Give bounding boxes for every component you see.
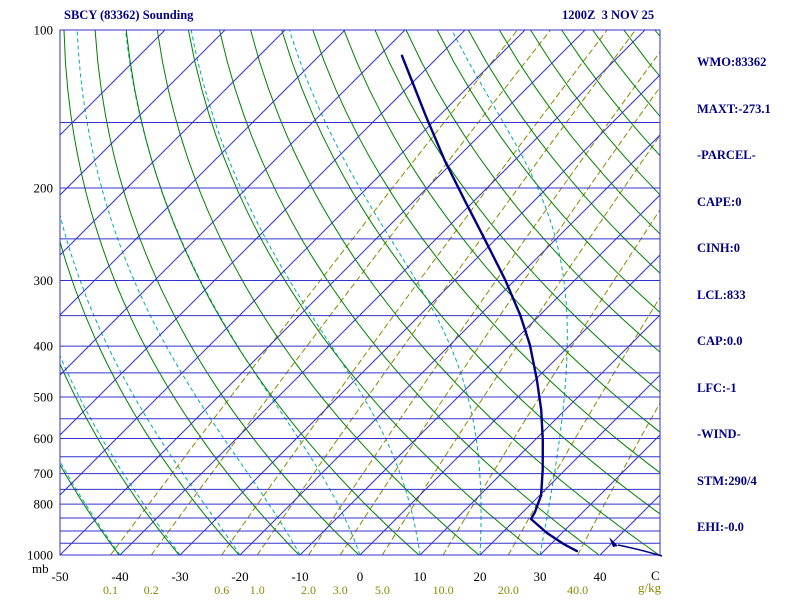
mixing-ratio-label: 40.0 bbox=[567, 583, 588, 597]
pressure-tick-label: 600 bbox=[34, 431, 54, 446]
mixing-ratio-label: 3.0 bbox=[333, 583, 348, 597]
stm-value: STM:290/4 bbox=[697, 473, 757, 488]
temp-tick-label: -40 bbox=[111, 569, 128, 584]
temp-tick-labels: -50 -40 -30 -20 -10 0 10 20 30 40 bbox=[51, 569, 606, 584]
cinh-value: CINH:0 bbox=[697, 241, 741, 255]
mixing-ratio-label: 0.2 bbox=[144, 583, 159, 597]
maxt-value: MAXT:-273.1 bbox=[697, 101, 771, 116]
ehi-value: EHI:-0.0 bbox=[697, 520, 744, 534]
temp-tick-label: -20 bbox=[231, 569, 248, 584]
parcel-section-header: -PARCEL- bbox=[697, 148, 756, 162]
temp-tick-label: 10 bbox=[414, 569, 427, 584]
pressure-tick-label: 200 bbox=[34, 181, 54, 196]
temp-tick-label: 20 bbox=[474, 569, 487, 584]
mixing-ratio-label: 0.1 bbox=[103, 583, 118, 597]
mixing-ratio-label: 2.0 bbox=[301, 583, 316, 597]
wind-barb bbox=[609, 537, 663, 557]
temp-unit-label: C bbox=[651, 568, 660, 583]
pressure-tick-label: 400 bbox=[34, 339, 54, 354]
temp-tick-label: -30 bbox=[171, 569, 188, 584]
isotherm-lines bbox=[60, 30, 660, 555]
lcl-value: LCL:833 bbox=[697, 287, 746, 302]
mixing-ratio-labels: 0.1 0.2 0.6 1.0 2.0 3.0 5.0 10.0 20.0 40.0 bbox=[103, 583, 588, 597]
datetime-label: 1200Z 3 NOV 25 bbox=[562, 8, 655, 22]
dry-adiabat-lines bbox=[60, 30, 660, 555]
temp-tick-label: -50 bbox=[51, 569, 68, 584]
field-lines bbox=[60, 30, 660, 555]
mixing-ratio-label: 0.6 bbox=[214, 583, 229, 597]
pressure-tick-label: 300 bbox=[34, 273, 54, 288]
pressure-tick-label: 700 bbox=[34, 466, 54, 481]
wmo-value: WMO:83362 bbox=[697, 55, 767, 69]
cap-value: CAP:0.0 bbox=[697, 334, 743, 348]
temp-tick-label: 40 bbox=[594, 569, 607, 584]
mixing-ratio-label: 5.0 bbox=[375, 583, 390, 597]
indices-panel: WMO:83362 MAXT:-273.1 -PARCEL- CAPE:0 CI… bbox=[697, 24, 771, 567]
mixing-unit-label: g/kg bbox=[638, 580, 662, 595]
pressure-tick-label: 800 bbox=[34, 497, 54, 512]
pressure-tick-label: 500 bbox=[34, 389, 54, 404]
mixing-ratio-label: 1.0 bbox=[250, 583, 265, 597]
pressure-tick-label: 1000 bbox=[27, 548, 53, 563]
wind-section-header: -WIND- bbox=[697, 427, 741, 441]
pressure-tick-labels: 100 200 300 400 500 600 700 800 1000 bbox=[27, 23, 53, 563]
lfc-value: LFC:-1 bbox=[697, 380, 737, 395]
isobar-lines bbox=[60, 30, 660, 555]
cape-value: CAPE:0 bbox=[697, 194, 742, 209]
temp-tick-label: 0 bbox=[357, 569, 364, 584]
mixing-ratio-label: 20.0 bbox=[498, 583, 519, 597]
mixing-ratio-label: 10.0 bbox=[433, 583, 454, 597]
pressure-unit-label: mb bbox=[32, 561, 49, 576]
pressure-tick-label: 100 bbox=[34, 23, 54, 38]
plot-border bbox=[59, 29, 661, 556]
temperature-trace bbox=[400, 54, 579, 553]
temp-tick-label: 30 bbox=[534, 569, 547, 584]
temp-tick-label: -10 bbox=[291, 569, 308, 584]
page-title: SBCY (83362) Sounding bbox=[64, 8, 194, 22]
